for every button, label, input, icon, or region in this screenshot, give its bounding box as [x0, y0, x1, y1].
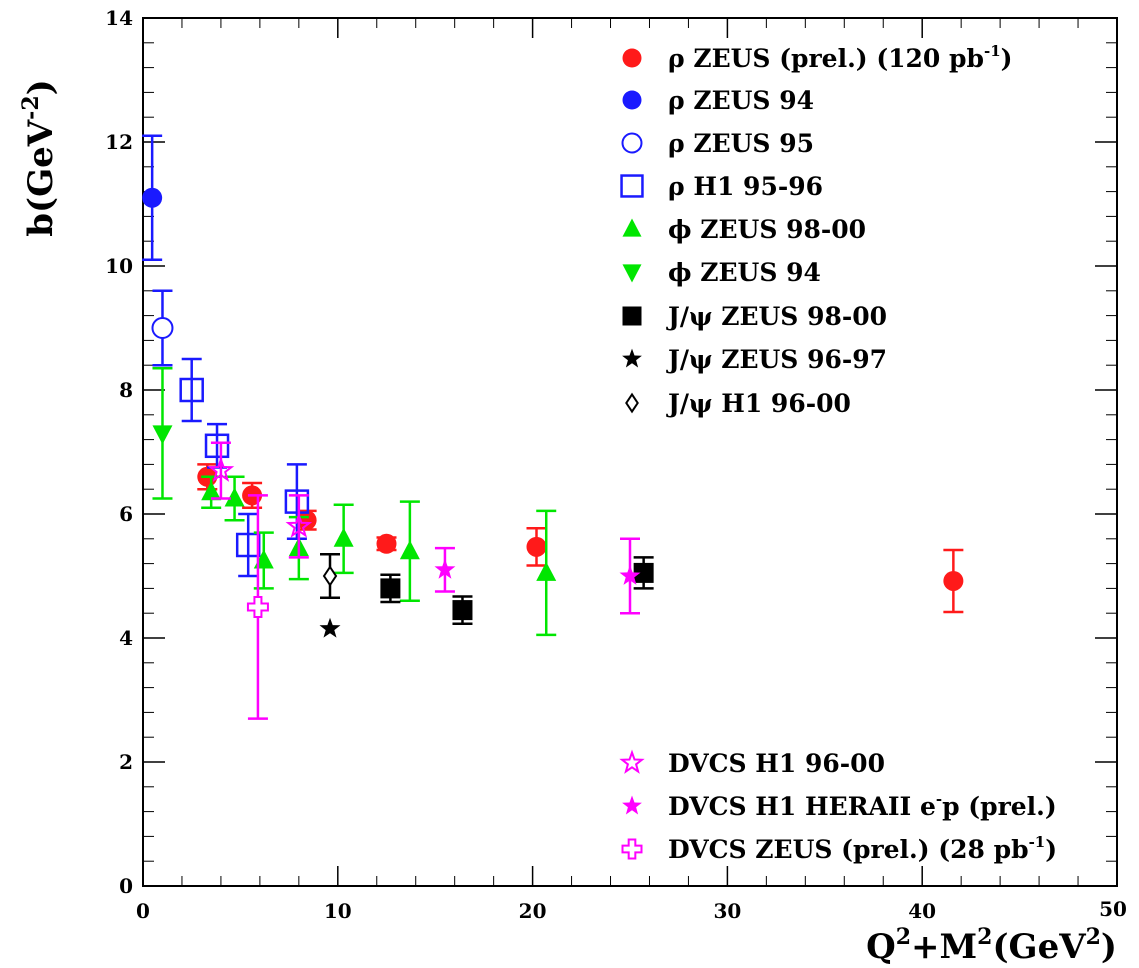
plot-border	[142, 17, 1118, 887]
legend-label: DVCS H1 96-00	[668, 749, 885, 778]
legend-entry: J/ψ ZEUS 96-97	[622, 345, 887, 374]
legend-label: J/ψ H1 96-00	[666, 389, 851, 418]
series-9	[207, 441, 313, 559]
legend-marker	[620, 174, 644, 198]
legend-entry: ρ ZEUS 94	[622, 86, 814, 115]
series-3	[179, 357, 310, 578]
data-point	[204, 433, 230, 459]
legend-entry: J/ψ ZEUS 98-00	[622, 302, 887, 331]
data-point	[235, 532, 261, 558]
y-tick-label: 12	[105, 130, 133, 154]
x-tick-label: 0	[136, 899, 150, 923]
data-point	[452, 600, 473, 621]
y-tick-label: 8	[119, 378, 133, 402]
data-point	[633, 562, 654, 583]
legend-label: ρ ZEUS (prel.) (120 pb-1)	[668, 42, 1013, 73]
legend-label: ϕ ZEUS 98-00	[668, 215, 866, 244]
data-point	[285, 512, 313, 538]
series-5	[152, 367, 173, 500]
legend-label: ϕ ZEUS 94	[668, 258, 821, 287]
legend-entry: J/ψ H1 96-00	[625, 389, 851, 418]
data-points	[142, 134, 964, 720]
series-4	[201, 475, 557, 637]
data-point	[151, 317, 174, 339]
legend-marker	[622, 264, 642, 283]
legend-label: ρ H1 95-96	[668, 172, 823, 201]
legend-entry: DVCS H1 96-00	[619, 749, 885, 778]
data-point	[179, 377, 204, 403]
data-point	[943, 570, 964, 591]
legend: ρ ZEUS (prel.) (120 pb-1) ρ ZEUS 94 ρ ZEUS…	[619, 42, 1057, 864]
data-point	[246, 596, 269, 618]
data-point	[296, 510, 317, 531]
x-axis-title: Q2+M2(GeV2)	[866, 924, 1117, 967]
legend-marker	[622, 348, 642, 368]
series-0	[197, 463, 964, 614]
series-11	[246, 494, 269, 720]
x-tick-label: 30	[713, 899, 741, 923]
legend-marker	[621, 132, 643, 154]
data-point	[526, 536, 547, 557]
legend-entry: DVCS ZEUS (prel.) (28 pb-1)	[621, 833, 1057, 864]
data-point	[207, 456, 235, 482]
data-point	[619, 565, 641, 585]
legend-label: ρ ZEUS 95	[668, 129, 814, 158]
legend-label: DVCS ZEUS (prel.) (28 pb-1)	[668, 833, 1057, 864]
series-6	[380, 556, 654, 625]
series-10	[434, 537, 641, 615]
data-point	[284, 489, 310, 514]
legend-label: DVCS H1 HERAII e-p (prel.)	[668, 790, 1057, 821]
legend-marker	[619, 749, 645, 774]
x-tick-label: 10	[324, 899, 352, 923]
legend-entry: DVCS H1 HERAII e-p (prel.)	[622, 790, 1057, 821]
x-tick-label: 40	[908, 899, 936, 923]
y-tick-label: 6	[119, 502, 133, 526]
legend-entry: ϕ ZEUS 98-00	[622, 215, 866, 244]
data-point	[224, 487, 245, 507]
y-axis-title: b(GeV-2)	[18, 79, 61, 236]
series-1	[142, 134, 163, 262]
legend-marker	[625, 392, 639, 414]
y-tick-label: 2	[119, 750, 133, 774]
legend-entry: ρ ZEUS 95	[621, 129, 814, 158]
data-point	[536, 561, 557, 581]
legend-label: ρ ZEUS 94	[668, 86, 814, 115]
data-point	[376, 533, 397, 554]
series-8	[320, 553, 341, 599]
y-tick-label: 0	[119, 874, 133, 898]
y-tick-label: 14	[105, 6, 133, 30]
legend-marker	[622, 795, 642, 815]
legend-marker	[622, 90, 642, 110]
data-point	[399, 540, 420, 560]
legend-label: J/ψ ZEUS 96-97	[666, 345, 887, 374]
legend-entry: ϕ ZEUS 94	[622, 258, 821, 287]
legend-marker	[622, 48, 642, 68]
axis-ticks: 0 10 20 30 40 50 0 2 4 6 8 10 12 14	[105, 6, 1127, 923]
legend-marker	[622, 218, 642, 237]
data-point	[201, 481, 222, 501]
y-tick-label: 4	[119, 626, 133, 650]
data-point	[322, 565, 338, 587]
series-2	[151, 289, 174, 367]
data-point	[142, 187, 163, 208]
legend-entry: ρ H1 95-96	[620, 172, 823, 201]
series-7	[319, 617, 341, 638]
x-tick-label: 50	[1099, 897, 1127, 921]
plot-frame	[142, 17, 1118, 887]
data-point	[319, 617, 341, 638]
data-point	[333, 527, 354, 547]
legend-marker	[622, 306, 642, 326]
x-tick-label: 20	[519, 899, 547, 923]
y-tick-label: 10	[105, 254, 133, 278]
data-point	[434, 558, 456, 579]
legend-entry: ρ ZEUS (prel.) (120 pb-1)	[622, 42, 1013, 73]
legend-label: J/ψ ZEUS 98-00	[666, 302, 887, 331]
data-point	[380, 578, 401, 599]
legend-marker	[621, 838, 643, 860]
data-point	[152, 425, 173, 445]
